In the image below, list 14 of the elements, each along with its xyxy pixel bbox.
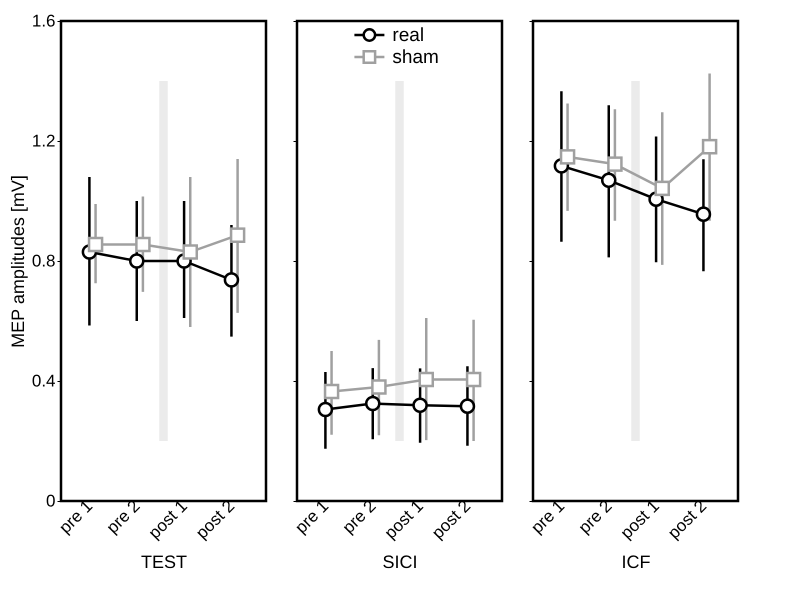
x-tick-label: pre 1 [527, 496, 568, 538]
y-axis-title: MEP amplitudes [mV] [8, 175, 28, 348]
y-tick-label: 0 [46, 492, 56, 510]
x-axis-title: TEST [140, 552, 188, 572]
y-tick-label: 1.6 [32, 12, 56, 30]
legend-label: real [392, 25, 424, 46]
x-tick-label: pre 1 [291, 496, 332, 538]
x-tick-label: pre 1 [55, 496, 96, 538]
y-tick-label: 0.4 [32, 372, 56, 390]
y-tick-label: 0.8 [32, 252, 56, 270]
legend-label: sham [392, 47, 439, 68]
x-axis-title: SICI [382, 552, 418, 572]
x-axis-title: ICF [622, 552, 650, 572]
y-tick-label: 1.2 [32, 132, 56, 150]
